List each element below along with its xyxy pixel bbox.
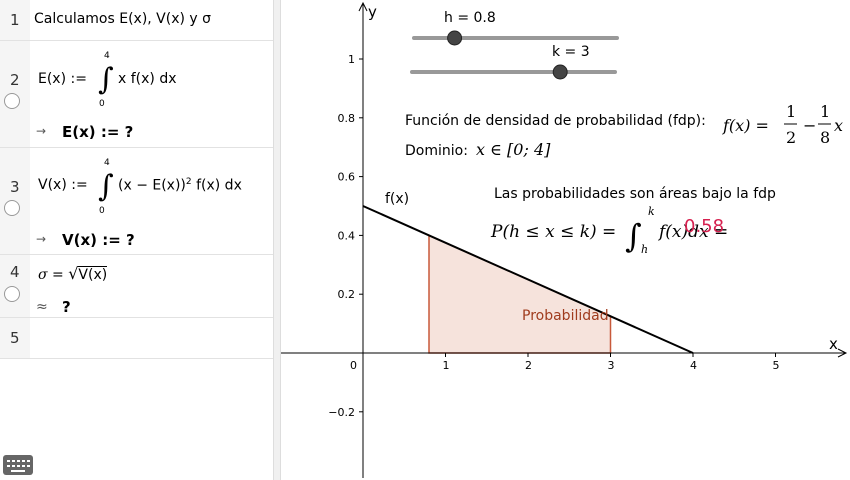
x-axis-arrow xyxy=(837,348,848,358)
sqrt-sign: √ xyxy=(68,264,79,283)
text-cell: Calculamos E(x), V(x) y σ xyxy=(34,11,212,27)
integral: 4 ∫ 0 xyxy=(96,158,116,218)
algebra-row-1[interactable]: 1 Calculamos E(x), V(x) y σ xyxy=(0,0,273,41)
fdp-lhs: f(x) = xyxy=(722,116,769,135)
lhs: E(x) := xyxy=(38,71,87,87)
visibility-toggle[interactable] xyxy=(4,93,20,109)
y-tick-label: 0.4 xyxy=(338,229,356,242)
output-value: V(x) := ? xyxy=(62,231,135,249)
radicand: V(x) xyxy=(78,266,108,283)
y-tick-label: 0.2 xyxy=(338,288,356,301)
y-axis-arrow xyxy=(358,1,368,12)
lower-limit: 0 xyxy=(99,99,105,109)
slider-h-knob[interactable] xyxy=(447,30,463,46)
row-number: 3 xyxy=(0,148,30,254)
probability-area xyxy=(428,234,612,354)
keyboard-icon[interactable] xyxy=(3,455,33,475)
domain-text: Dominio: xyxy=(405,143,468,159)
fdp-b-num: 1 xyxy=(820,102,830,121)
x-tick-label: 2 xyxy=(525,359,532,372)
row-number: 1 xyxy=(0,0,30,40)
origin-label: 0 xyxy=(350,359,357,372)
integrand: (x − E(x))2 f(x) dx xyxy=(118,177,242,194)
x-tick-label: 5 xyxy=(773,359,780,372)
y-tick-label: 0.8 xyxy=(338,112,356,125)
view-divider[interactable] xyxy=(273,0,281,480)
density-function-line[interactable] xyxy=(362,205,694,354)
fdp-var: x xyxy=(834,116,843,135)
arrow-icon: → xyxy=(36,124,47,138)
x-tick-label: 4 xyxy=(690,359,697,372)
visibility-toggle[interactable] xyxy=(4,286,20,302)
arrow-icon: → xyxy=(36,232,47,246)
integral-sign: ∫ xyxy=(98,169,114,204)
approx-icon: ≈ xyxy=(36,299,48,315)
domain-formula: x ∈ [0; 4] xyxy=(476,140,551,159)
slider-k-label: k = 3 xyxy=(552,44,590,60)
expected-value-definition[interactable]: E(x) := xyxy=(38,71,87,87)
lhs: σ = xyxy=(38,267,64,283)
std-dev-definition[interactable]: σ = √V(x) xyxy=(38,264,108,283)
fdp-a-num: 1 xyxy=(786,102,796,121)
algebra-row-2[interactable]: 2 E(x) := 4 ∫ 0 x f(x) dx → E(x) := ? xyxy=(0,41,273,148)
upper-limit: 4 xyxy=(104,51,110,61)
graphics-view[interactable]: 1 2 3 4 5 1 0.8 0.6 0.4 0.2 −0.2 0 x y f(x) Proba… xyxy=(281,0,850,480)
algebra-view: 1 Calculamos E(x), V(x) y σ 2 E(x) := 4 … xyxy=(0,0,273,480)
integral-sign: ∫ xyxy=(98,62,114,97)
integral: 4 ∫ 0 xyxy=(96,51,116,111)
slider-k-knob[interactable] xyxy=(552,64,568,80)
prob-integral-sign: ∫ xyxy=(625,217,642,255)
x-axis-label: x xyxy=(829,335,838,353)
lhs: V(x) := xyxy=(38,177,88,193)
y-tick-label: −0.2 xyxy=(328,406,355,419)
probability-formula: P(h ≤ x ≤ k) = k ∫ h f(x)dx = xyxy=(490,205,728,256)
integrand: x f(x) dx xyxy=(118,71,177,87)
algebra-row-3[interactable]: 3 V(x) := 4 ∫ 0 (x − E(x))2 f(x) dx → V(… xyxy=(0,148,273,255)
y-tick-label: 0.6 xyxy=(338,171,356,184)
probability-text: Las probabilidades son áreas bajo la fdp xyxy=(494,186,776,202)
prob-integrand: f(x)dx = xyxy=(657,222,728,242)
y-axis-label: y xyxy=(368,3,377,21)
fdp-a-den: 2 xyxy=(786,128,796,147)
row-number: 5 xyxy=(0,318,30,358)
fdp-formula: f(x) = 1 2 − 1 8 x xyxy=(722,102,843,147)
y-tick-label: 1 xyxy=(348,53,355,66)
variance-definition[interactable]: V(x) := xyxy=(38,177,88,193)
function-label: f(x) xyxy=(385,191,409,207)
visibility-toggle[interactable] xyxy=(4,200,20,216)
upper-limit: 4 xyxy=(104,158,110,168)
prob-lower-limit: h xyxy=(641,243,648,256)
x-tick-label: 3 xyxy=(608,359,615,372)
prob-lhs: P(h ≤ x ≤ k) = xyxy=(490,222,616,242)
area-label: Probabilidad xyxy=(522,308,609,324)
output-value: E(x) := ? xyxy=(62,123,134,141)
x-tick-label: 1 xyxy=(443,359,450,372)
output-value: ? xyxy=(62,298,71,316)
algebra-row-4[interactable]: 4 σ = √V(x) ≈ ? xyxy=(0,255,273,318)
slider-h-label: h = 0.8 xyxy=(444,10,496,26)
lower-limit: 0 xyxy=(99,206,105,216)
y-ticks: 1 0.8 0.6 0.4 0.2 −0.2 xyxy=(328,53,363,419)
fdp-minus: − xyxy=(803,116,816,135)
probability-value: 0.58 xyxy=(684,216,724,237)
x-ticks: 1 2 3 4 5 xyxy=(443,353,780,372)
prob-upper-limit: k xyxy=(648,205,655,218)
fdp-b-den: 8 xyxy=(820,128,830,147)
fdp-text: Función de densidad de probabilidad (fdp… xyxy=(405,113,706,129)
algebra-row-5[interactable]: 5 xyxy=(0,318,273,359)
